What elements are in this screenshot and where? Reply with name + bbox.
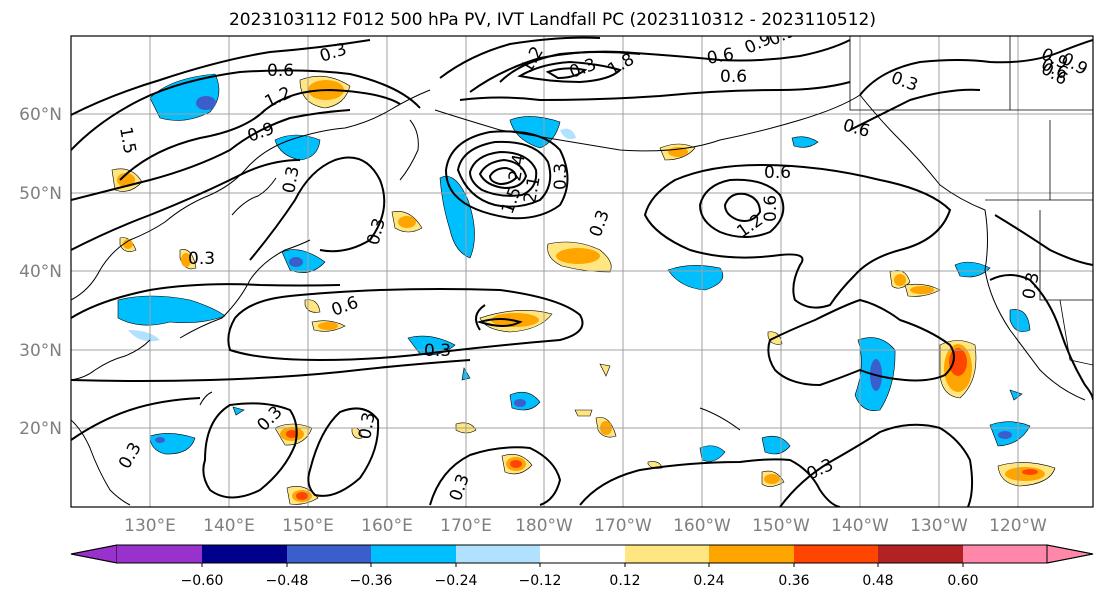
colorbar-tick-label: 0.60 [947, 573, 978, 589]
x-tick-label: 130°E [124, 516, 176, 536]
colorbar-bin [456, 545, 540, 563]
colorbar-outline [70, 544, 1094, 564]
contour-label: 0.3 [188, 249, 215, 269]
colorbar-bin [287, 545, 371, 563]
map-title: 2023103112 F012 500 hPa PV, IVT Landfall… [228, 10, 876, 30]
colorbar-tick-label: −0.24 [435, 573, 478, 589]
contour-label: 0.6 [705, 45, 735, 69]
colorbar-bin [963, 545, 1047, 563]
x-tick-label: 140°E [203, 516, 255, 536]
colorbar-tick-label: −0.36 [350, 573, 393, 589]
contour-labels: 0.3 0.6 1.2 1.5 0.9 0.6 0.9 0.3 0.3 0.6 … [115, 36, 1091, 504]
colorbar-tick-label: −0.12 [519, 573, 562, 589]
contour-label: 0.6 [720, 67, 747, 87]
colorbar-bin [878, 545, 963, 563]
contour-label: 0.6 [764, 163, 791, 183]
y-tick-label: 40°N [19, 262, 62, 282]
y-axis: 60°N 50°N 40°N 30°N 20°N [19, 105, 62, 439]
contour-label: 0.6 [761, 195, 781, 222]
contour-label: 2.1 [520, 175, 544, 205]
y-tick-label: 20°N [19, 419, 62, 439]
contour-label: 0.3 [424, 341, 451, 361]
colorbar-bin [202, 545, 287, 563]
colorbar-bin [371, 545, 456, 563]
colorbar-tick-label: −0.60 [181, 573, 224, 589]
colorbar: −0.60 −0.48 −0.36 −0.24 −0.12 0.12 0.24 … [70, 544, 1094, 589]
x-tick-label: 120°W [989, 516, 1047, 536]
colorbar-extend-max [1046, 544, 1094, 564]
x-tick-label: 140°W [831, 516, 889, 536]
contour-label: 0.3 [1019, 271, 1043, 301]
contour-label: 0.3 [279, 165, 303, 195]
x-tick-label: 150°E [282, 516, 334, 536]
colorbar-bin [794, 545, 878, 563]
x-tick-label: 180°W [515, 516, 573, 536]
contour-label: 0.3 [355, 411, 379, 441]
colorbar-bin [709, 545, 794, 563]
colorbar-extend-min [70, 544, 118, 564]
pv-contours [71, 36, 1093, 507]
borders [849, 36, 1093, 366]
colorbar-tick-label: 0.12 [609, 573, 640, 589]
y-tick-label: 30°N [19, 341, 62, 361]
x-tick-label: 150°W [752, 516, 810, 536]
x-tick-label: 160°E [361, 516, 413, 536]
colorbar-bin [540, 545, 625, 563]
colorbar-tick-label: 0.24 [693, 573, 724, 589]
y-tick-label: 60°N [19, 105, 62, 125]
x-tick-label: 170°E [440, 516, 492, 536]
coastlines [71, 89, 1086, 506]
x-tick-label: 130°W [910, 516, 968, 536]
x-axis: 130°E 140°E 150°E 160°E 170°E 180°W 170°… [124, 516, 1047, 536]
y-tick-label: 50°N [19, 184, 62, 204]
colorbar-bin [117, 545, 202, 563]
colorbar-bin [625, 545, 709, 563]
x-tick-label: 170°W [594, 516, 652, 536]
colorbar-tick-label: −0.48 [266, 573, 309, 589]
colorbar-tick-label: 0.48 [862, 573, 893, 589]
colorbar-tick-label: 0.36 [778, 573, 809, 589]
contour-label: 0.6 [267, 61, 294, 81]
x-tick-label: 160°W [673, 516, 731, 536]
map-frame [70, 35, 1094, 508]
contour-label: 0.3 [551, 163, 571, 190]
contour-label: 2.4 [505, 153, 529, 183]
contour-label: 1.5 [115, 125, 139, 155]
